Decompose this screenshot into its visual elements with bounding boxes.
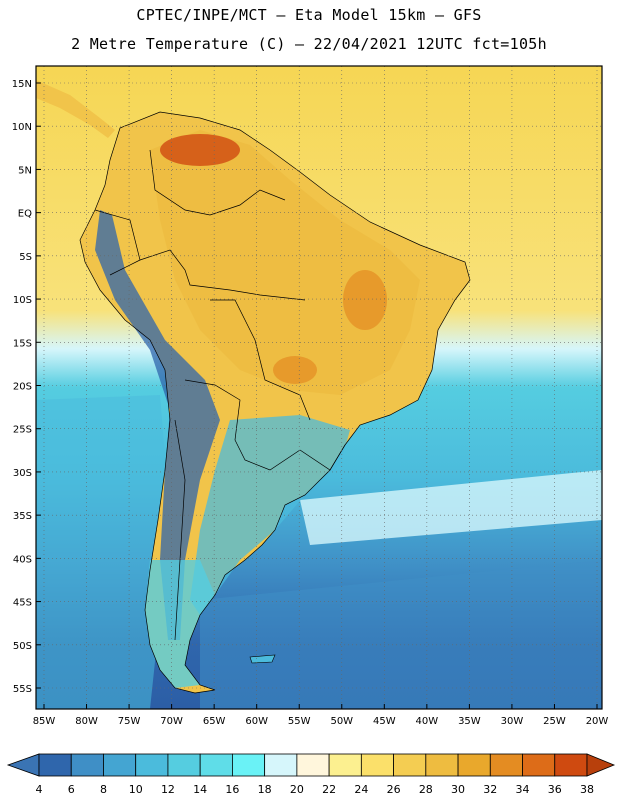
lat-label: 20S <box>13 382 32 393</box>
hot-spot-pantanal <box>273 356 317 384</box>
lat-label: 25S <box>13 425 32 436</box>
pacific-cool-zone <box>36 395 170 709</box>
colorbar-label: 20 <box>290 783 304 796</box>
lon-label: 75W <box>118 716 141 727</box>
colorbar: 4 6 8 10 12 14 16 18 20 22 24 26 28 30 32 34 36 38 <box>6 753 616 796</box>
lon-label: 85W <box>33 716 56 727</box>
colorbar-label: 8 <box>100 783 107 796</box>
andes-cold-strip <box>95 210 220 640</box>
lat-label: 50S <box>13 641 32 652</box>
falkland-islands <box>249 654 276 664</box>
lon-label: 30W <box>501 716 524 727</box>
lat-label: 55S <box>13 684 32 695</box>
colorbar-label: 38 <box>580 783 594 796</box>
colorbar-segment <box>103 753 137 777</box>
latitude-labels: 15N 10N 5N EQ 5S 10S 15S 20S 25S 30S 35S 40S 45S 50S 5… <box>12 79 41 695</box>
colorbar-segment <box>167 753 201 777</box>
lat-label: 30S <box>13 468 32 479</box>
colorbar-segment <box>425 753 459 777</box>
hot-spot-venezuela <box>160 134 240 166</box>
lon-label: 55W <box>288 716 311 727</box>
lon-label: 65W <box>203 716 226 727</box>
cool-pampas <box>190 415 350 615</box>
lat-label: 10S <box>13 295 32 306</box>
warm-interior <box>150 130 420 395</box>
lon-label: 20W <box>586 716 609 727</box>
lon-label: 70W <box>160 716 183 727</box>
colorbar-label: 28 <box>419 783 433 796</box>
title-line-1: CPTEC/INPE/MCT – Eta Model 15km – GFS <box>136 6 482 24</box>
colorbar-segment <box>135 753 169 777</box>
colorbar-segment <box>457 753 491 777</box>
colorbar-segment <box>264 753 298 777</box>
colorbar-label: 22 <box>322 783 336 796</box>
lat-label: 35S <box>13 511 32 522</box>
lon-label: 25W <box>543 716 566 727</box>
colorbar-label: 34 <box>516 783 530 796</box>
colorbar-segment <box>296 753 330 777</box>
colorbar-label: 14 <box>193 783 207 796</box>
colorbar-segment <box>360 753 394 777</box>
lat-label: 5N <box>18 165 32 176</box>
colorbar-segment <box>70 753 104 777</box>
lon-label: 45W <box>373 716 396 727</box>
lat-label: 45S <box>13 598 32 609</box>
lat-label: EQ <box>18 209 32 220</box>
colorbar-label: 18 <box>258 783 272 796</box>
lon-label: 40W <box>416 716 439 727</box>
colorbar-label: 10 <box>129 783 143 796</box>
colorbar-label: 26 <box>387 783 401 796</box>
colorbar-label: 4 <box>36 783 43 796</box>
lon-label: 50W <box>330 716 353 727</box>
colorbar-arrow-low <box>6 753 40 777</box>
colorbar-segment <box>554 753 588 777</box>
longitude-labels: 85W 80W 75W 70W 65W 60W 55W 50W 45W 40W 35W 30W 25W 2… <box>33 704 609 727</box>
lat-label: 15S <box>13 338 32 349</box>
colorbar-arrow-high <box>586 753 616 777</box>
colorbar-label: 32 <box>483 783 497 796</box>
colorbar-label: 36 <box>548 783 562 796</box>
colorbar-segment <box>38 753 72 777</box>
title-line-2: 2 Metre Temperature (C) – 22/04/2021 12U… <box>71 35 547 53</box>
lat-label: 10N <box>12 122 32 133</box>
colorbar-label: 16 <box>225 783 239 796</box>
colorbar-segment <box>489 753 523 777</box>
colorbar-segment <box>199 753 233 777</box>
lat-label: 40S <box>13 554 32 565</box>
colorbar-label: 30 <box>451 783 465 796</box>
central-america <box>36 80 115 138</box>
atlantic-cold-south <box>200 560 602 709</box>
lon-label: 35W <box>458 716 481 727</box>
lat-label: 5S <box>19 252 32 263</box>
colorbar-segment <box>522 753 556 777</box>
country-borders <box>79 111 471 694</box>
lon-label: 60W <box>245 716 268 727</box>
patagonia-cold <box>145 560 215 688</box>
lat-label: 15N <box>12 79 32 90</box>
colorbar-label: 6 <box>68 783 75 796</box>
atlantic-light-band <box>300 470 602 545</box>
colorbar-segment <box>232 753 266 777</box>
map-frame <box>35 65 603 710</box>
colorbar-segment <box>393 753 427 777</box>
lon-label: 80W <box>75 716 98 727</box>
colorbar-segment <box>328 753 362 777</box>
hot-spot-brazil-east <box>343 270 387 330</box>
colorbar-label: 24 <box>354 783 368 796</box>
colorbar-label: 12 <box>161 783 175 796</box>
